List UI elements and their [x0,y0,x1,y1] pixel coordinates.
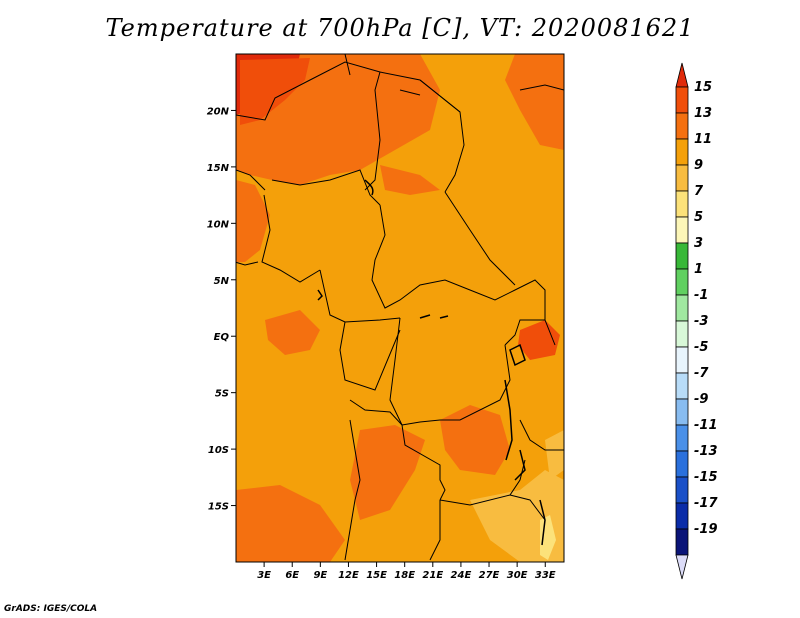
colorbar-swatch [675,86,689,114]
colorbar-swatch [675,528,689,556]
lon-tick-label: 9E [313,570,327,581]
lat-tick-label: 10S [208,445,229,456]
colorbar-label: -9 [694,392,708,407]
colorbar-label: -5 [694,340,708,355]
colorbar-swatch [675,476,689,504]
lon-tick-label: 33E [535,570,556,581]
colorbar-label: 5 [694,210,703,225]
warm-region-sudan [380,165,440,195]
colorbar-swatch [675,320,689,348]
colorbar-swatch [675,346,689,374]
colorbar-label: 15 [694,80,712,95]
colorbar-swatch [675,294,689,322]
lon-tick-label: 24E [451,570,472,581]
colorbar-label: 7 [694,184,704,199]
warm-region-northeast [505,54,564,150]
warm-region-gulf-guinea [265,310,320,355]
lat-tick-label: 10N [207,219,230,230]
lat-tick-label: 15S [208,502,229,513]
colorbar-swatch [675,398,689,426]
colorbar-swatch-top [675,62,689,88]
hot-region-northwest-2 [240,58,310,125]
lon-tick-label: 27E [479,570,500,581]
colorbar-label: 3 [694,236,703,251]
colorbar-label: -17 [694,496,718,511]
colorbar-swatch [675,216,689,244]
colorbar-swatch [675,138,689,166]
latitude-axis: 20N 15N 10N 5N EQ 5S 10S 15S [207,106,236,513]
colorbar-swatch [675,164,689,192]
colorbar-label: -7 [694,366,709,381]
lat-tick-label: 15N [207,163,230,174]
lon-tick-label: 18E [394,570,415,581]
lakes [317,179,546,546]
colorbar-swatch [675,242,689,270]
colorbar-swatch-bottom [675,554,689,580]
lat-tick-label: 5N [214,276,230,287]
warm-region-west [236,180,270,262]
lat-tick-label: EQ [214,332,230,343]
colorbar-swatch [675,190,689,218]
lon-tick-label: 6E [285,570,299,581]
colorbar-label: -1 [694,288,708,303]
colorbar-swatch [675,424,689,452]
lon-tick-label: 3E [257,570,271,581]
colorbar-label: -11 [694,418,718,433]
colorbar-label: 11 [694,132,712,147]
lon-tick-label: 21E [422,570,443,581]
colorbar-swatch [675,112,689,140]
colorbar-swatch [675,372,689,400]
colorbar-label: -13 [694,444,718,459]
colorbar-label: 1 [694,262,703,277]
lat-tick-label: 5S [215,389,229,400]
country-borders [236,54,564,561]
temperature-field [236,54,564,562]
colorbar-swatch [675,268,689,296]
cool-region-east [545,430,564,480]
chart-title: Temperature at 700hPa [C], VT: 202008162… [105,14,695,42]
longitude-axis: 3E 6E 9E 12E 15E 18E 21E 24E 27E 30E 33E [257,562,556,581]
colorbar-label: -3 [694,314,708,329]
lon-tick-label: 15E [366,570,387,581]
colorbar-label: 13 [694,106,712,121]
lon-tick-label: 12E [338,570,359,581]
credit-label: GrADS: IGES/COLA [4,604,98,614]
colorbar-label: -15 [694,470,718,485]
colorbar-label: 9 [694,158,703,173]
colorbar-label: -19 [694,522,718,537]
warm-region-congo [440,405,510,475]
colorbar-swatch [675,502,689,530]
warm-region-angola [350,425,425,520]
colorbar-swatch [675,450,689,478]
warm-region-southwest [236,485,345,562]
lat-tick-label: 20N [207,106,230,117]
map-frame [235,53,565,563]
lon-tick-label: 30E [507,570,528,581]
colorbar: 15 13 11 9 7 5 3 1 -1 -3 -5 -7 -9 -11 -13 -15 -17 -19 [675,62,718,580]
